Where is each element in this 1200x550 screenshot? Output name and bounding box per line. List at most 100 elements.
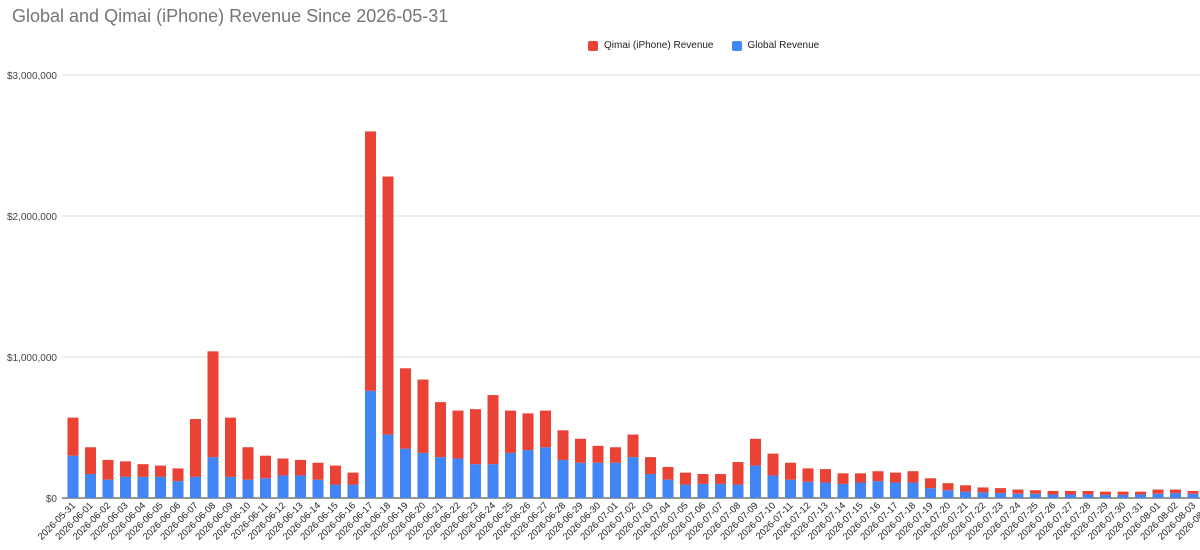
bar-global-revenue — [242, 479, 254, 498]
bar-qimai-revenue — [942, 483, 954, 491]
bar-global-revenue — [1012, 493, 1024, 498]
bar-qimai-revenue — [767, 453, 779, 476]
bar-global-revenue — [312, 479, 324, 498]
bar-global-revenue — [627, 457, 639, 498]
bar-qimai-revenue — [172, 468, 184, 482]
bar-global-revenue — [137, 476, 149, 498]
bar-qimai-revenue — [680, 472, 691, 485]
bar-global-revenue — [890, 482, 901, 498]
bar-qimai-revenue — [242, 447, 254, 480]
bar-qimai-revenue — [1030, 490, 1041, 494]
bar-qimai-revenue — [1152, 489, 1164, 494]
legend-item-qimai: Qimai (iPhone) Revenue — [588, 40, 714, 51]
bar-global-revenue — [85, 474, 96, 498]
bar-global-revenue — [872, 481, 884, 498]
bar-global-revenue — [540, 447, 551, 498]
y-tick-label: $0 — [46, 494, 58, 505]
bar-qimai-revenue — [1170, 489, 1181, 494]
bar-global-revenue — [785, 479, 796, 498]
bar-global-revenue — [417, 452, 429, 498]
bar-global-revenue — [557, 459, 569, 498]
bar-global-revenue — [925, 488, 936, 498]
bar-global-revenue — [470, 464, 481, 498]
bar-qimai-revenue — [1117, 491, 1129, 495]
bar-qimai-revenue — [890, 472, 901, 483]
bar-qimai-revenue — [592, 445, 604, 463]
legend-item-global: Global Revenue — [731, 40, 820, 51]
bar-global-revenue — [225, 476, 236, 498]
bar-global-revenue — [715, 483, 726, 498]
bar-qimai-revenue — [785, 462, 796, 480]
y-tick-label: $1,000,000 — [7, 353, 57, 364]
y-tick-label: $2,000,000 — [7, 212, 57, 223]
bar-qimai-revenue — [207, 351, 219, 458]
bar-qimai-revenue — [260, 455, 271, 479]
bar-global-revenue — [610, 462, 621, 498]
bar-qimai-revenue — [1047, 490, 1059, 495]
bar-global-revenue — [1135, 494, 1146, 498]
bar-qimai-revenue — [837, 473, 849, 484]
bar-global-revenue — [942, 490, 954, 498]
bar-global-revenue — [837, 483, 849, 498]
bar-qimai-revenue — [627, 434, 639, 458]
bar-global-revenue — [172, 481, 184, 498]
bar-global-revenue — [102, 479, 114, 498]
bar-global-revenue — [1082, 494, 1094, 498]
bar-qimai-revenue — [102, 459, 114, 480]
bar-global-revenue — [1187, 493, 1199, 498]
bar-global-revenue — [575, 462, 586, 498]
bar-qimai-revenue — [452, 410, 464, 459]
bar-qimai-revenue — [645, 457, 656, 475]
bar-qimai-revenue — [487, 395, 499, 465]
bar-qimai-revenue — [995, 488, 1006, 494]
legend-label-global: Global Revenue — [747, 40, 820, 51]
bar-qimai-revenue — [732, 462, 744, 485]
bar-qimai-revenue — [1065, 490, 1076, 495]
bar-qimai-revenue — [1082, 490, 1094, 495]
bar-global-revenue — [1170, 493, 1181, 498]
bar-qimai-revenue — [155, 465, 166, 477]
bar-global-revenue — [767, 475, 779, 498]
bar-qimai-revenue — [1100, 491, 1111, 495]
bar-global-revenue — [400, 448, 411, 498]
bar-global-revenue — [1152, 493, 1164, 498]
bar-qimai-revenue — [610, 447, 621, 463]
bar-qimai-revenue — [1012, 489, 1024, 494]
bar-global-revenue — [1030, 493, 1041, 498]
bar-qimai-revenue — [750, 438, 761, 466]
bar-global-revenue — [680, 484, 691, 498]
bar-global-revenue — [67, 455, 79, 498]
bar-global-revenue — [347, 484, 359, 498]
bar-qimai-revenue — [977, 487, 989, 493]
bar-qimai-revenue — [960, 485, 971, 492]
bar-qimai-revenue — [67, 417, 79, 456]
bar-global-revenue — [750, 465, 761, 498]
bar-qimai-revenue — [365, 131, 376, 391]
bar-qimai-revenue — [715, 474, 726, 484]
bar-global-revenue — [662, 479, 674, 498]
bar-qimai-revenue — [435, 402, 446, 458]
bar-qimai-revenue — [417, 379, 429, 453]
bar-qimai-revenue — [347, 472, 359, 485]
bar-qimai-revenue — [277, 458, 289, 476]
bar-global-revenue — [487, 464, 499, 498]
bar-global-revenue — [1117, 494, 1129, 498]
bar-qimai-revenue — [85, 447, 96, 475]
bar-qimai-revenue — [120, 461, 131, 477]
chart-title: Global and Qimai (iPhone) Revenue Since … — [12, 6, 449, 26]
bar-global-revenue — [1065, 494, 1076, 498]
bar-global-revenue — [1047, 494, 1059, 498]
bar-global-revenue — [452, 458, 464, 498]
bar-global-revenue — [995, 493, 1006, 498]
bar-qimai-revenue — [137, 464, 149, 477]
bar-global-revenue — [855, 482, 866, 498]
bar-global-revenue — [697, 483, 709, 498]
bar-qimai-revenue — [855, 473, 866, 483]
bar-qimai-revenue — [697, 474, 709, 484]
bar-global-revenue — [365, 390, 376, 498]
bar-qimai-revenue — [505, 410, 516, 453]
bar-global-revenue — [505, 452, 516, 498]
bar-qimai-revenue — [907, 471, 919, 483]
bar-global-revenue — [820, 482, 831, 498]
